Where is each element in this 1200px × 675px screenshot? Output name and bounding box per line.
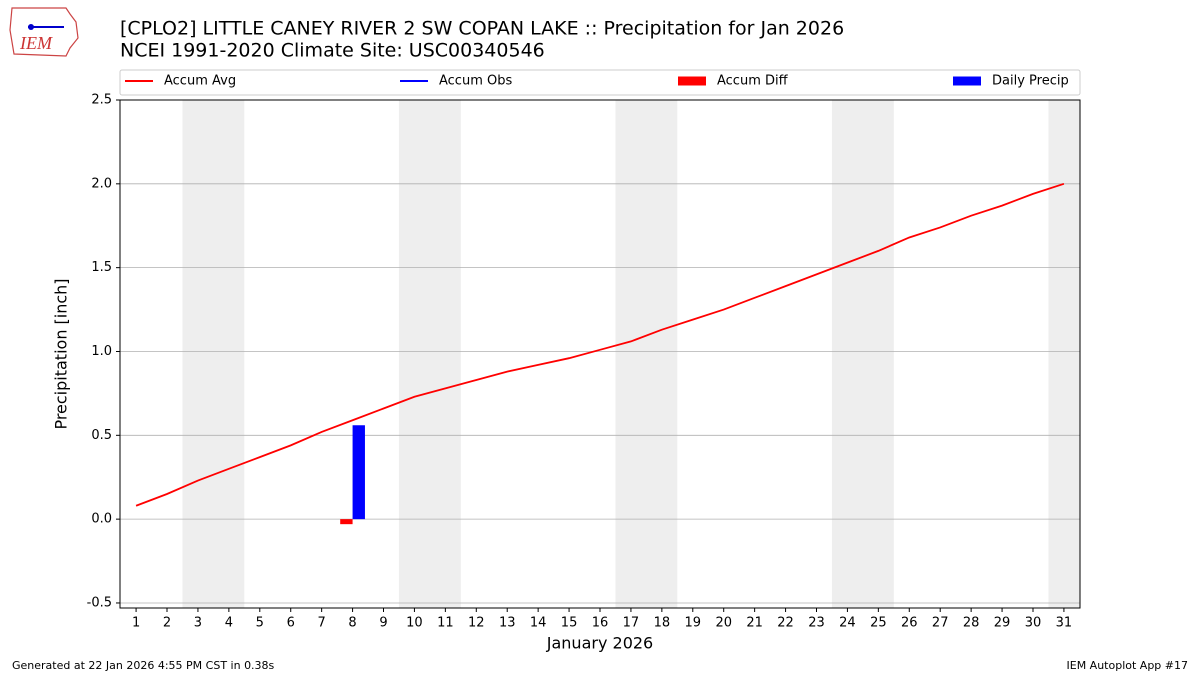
x-tick-label: 10: [406, 616, 423, 631]
x-tick-label: 24: [839, 616, 856, 631]
logo-dot: [28, 24, 34, 30]
x-tick-label: 28: [963, 616, 980, 631]
x-tick-label: 27: [932, 616, 949, 631]
weekend-shade: [182, 100, 245, 608]
logo: IEM: [9, 7, 79, 57]
line: [135, 182, 1065, 507]
chart-subtitle: NCEI 1991-2020 Climate Site: USC00340546: [120, 40, 545, 62]
x-tick-label: 14: [530, 616, 547, 631]
x-tick-label: 13: [499, 616, 516, 631]
legend-swatch: [953, 76, 981, 86]
legend-label: Accum Avg: [164, 74, 236, 89]
x-tick-label: 6: [287, 616, 295, 631]
y-axis-label: Precipitation [inch]: [52, 278, 71, 429]
footer-left: Generated at 22 Jan 2026 4:55 PM CST in …: [12, 659, 275, 672]
x-tick-label: 15: [561, 616, 578, 631]
legend-label: Accum Diff: [717, 74, 789, 89]
chart-title: [CPLO2] LITTLE CANEY RIVER 2 SW COPAN LA…: [120, 18, 844, 40]
x-tick-label: 23: [808, 616, 825, 631]
y-tick-label: -0.5: [87, 595, 112, 610]
x-tick-label: 4: [225, 616, 233, 631]
x-tick-label: 1: [132, 616, 140, 631]
bar: [340, 519, 353, 525]
logo-outline: [9, 7, 79, 57]
plot-frame: [119, 99, 1081, 609]
weekend-shade: [615, 100, 678, 608]
x-tick-label: 2: [163, 616, 171, 631]
legend-label: Daily Precip: [992, 74, 1069, 89]
x-tick-label: 3: [194, 616, 202, 631]
logo-text: IEM: [19, 33, 53, 53]
x-tick-label: 18: [654, 616, 671, 631]
x-tick-label: 20: [715, 616, 732, 631]
x-tick-label: 25: [870, 616, 887, 631]
bar: [352, 425, 365, 520]
y-tick-label: 2.5: [91, 93, 112, 108]
x-tick-label: 29: [994, 616, 1011, 631]
y-tick-label: 0.5: [91, 428, 112, 443]
legend-box: [119, 69, 1081, 96]
y-tick-label: 1.0: [91, 344, 112, 359]
x-tick-label: 9: [379, 616, 387, 631]
footer-right: IEM Autoplot App #17: [1067, 659, 1189, 672]
y-tick-label: 1.5: [91, 260, 112, 275]
legend-swatch: [678, 76, 706, 86]
weekend-shade: [398, 100, 461, 608]
x-axis-label: January 2026: [546, 634, 653, 653]
x-tick-label: 7: [318, 616, 326, 631]
x-tick-label: 8: [348, 616, 356, 631]
x-tick-label: 17: [623, 616, 640, 631]
x-tick-label: 5: [256, 616, 264, 631]
x-tick-label: 12: [468, 616, 485, 631]
x-tick-label: 19: [685, 616, 702, 631]
y-tick-label: 2.0: [91, 176, 112, 191]
x-tick-label: 31: [1056, 616, 1073, 631]
weekend-shade: [1048, 100, 1080, 608]
y-tick-label: 0.0: [91, 512, 112, 527]
x-tick-label: 11: [437, 616, 454, 631]
x-tick-label: 26: [901, 616, 918, 631]
x-tick-label: 22: [777, 616, 794, 631]
legend-label: Accum Obs: [439, 74, 512, 89]
x-tick-label: 30: [1025, 616, 1042, 631]
weekend-shade: [831, 100, 894, 608]
x-tick-label: 16: [592, 616, 609, 631]
x-tick-label: 21: [746, 616, 763, 631]
